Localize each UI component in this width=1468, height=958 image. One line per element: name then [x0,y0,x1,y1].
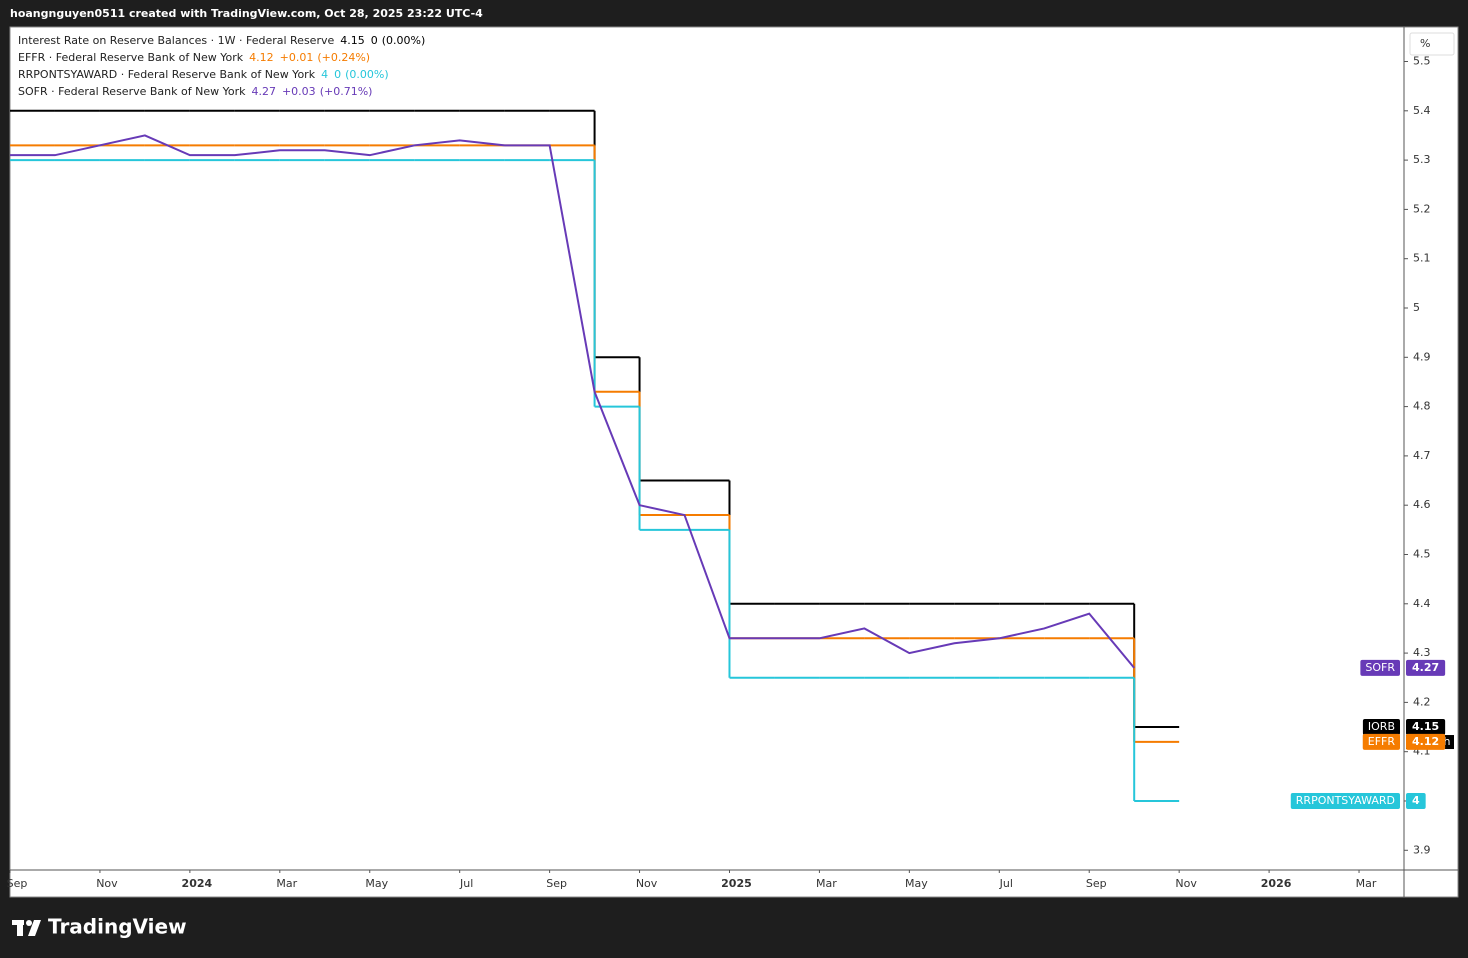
legend-change-pct: (+0.24%) [317,51,370,64]
x-tick-label: Nov [96,877,118,890]
y-tick-label: 4.5 [1413,547,1431,560]
legend-change-pct: (0.00%) [382,34,426,47]
legend-change-pct: (0.00%) [345,68,389,81]
legend-entry: Interest Rate on Reserve Balances · 1W ·… [18,34,425,47]
series-line [10,134,1135,669]
legend-entry: EFFR · Federal Reserve Bank of New York 4… [18,51,370,64]
badge-value: 4 [1412,794,1420,807]
plot [10,109,1180,802]
x-tick-label: 2026 [1261,877,1292,890]
badge-value-bg [1406,733,1446,750]
brand: TradingView [48,915,187,939]
legend-change: 0 [371,34,378,47]
y-tick-label: 4.6 [1413,498,1431,511]
badge-value: 4.12 [1412,735,1439,748]
x-tick-label: Mar [816,877,837,890]
y-tick-label: 5.2 [1413,202,1431,215]
x-tick-label: Nov [636,877,658,890]
x-tick-label: May [905,877,928,890]
chart-panel [9,26,1459,898]
legend-value: 4.15 [340,34,365,47]
badge-name: EFFR [1368,735,1396,748]
legend-change: +0.01 [280,51,314,64]
x-tick-label: 2024 [182,877,213,890]
x-tick-label: Mar [276,877,297,890]
badge-value-bg [1406,719,1446,736]
x-tick-label: Nov [1175,877,1197,890]
y-tick-label: 3.9 [1413,843,1431,856]
legend-value: 4 [321,68,328,81]
y-unit: % [1420,37,1430,50]
legend-name: Interest Rate on Reserve Balances · 1W ·… [18,34,334,47]
badge-name-bg [1362,733,1400,750]
y-tick-label: 5 [1413,301,1420,314]
y-tick-label: 4.9 [1413,350,1431,363]
x-tick-label: May [365,877,388,890]
header: hoangnguyen0511 created with TradingView… [10,7,483,20]
x-tick-label: 2025 [721,877,752,890]
y-tick-label: 5.5 [1413,55,1431,68]
logo [12,920,41,936]
badge-name: RRPONTSYAWARD [1296,794,1395,807]
unit-box [1409,32,1455,56]
badge-value: 4.15 [1412,720,1439,733]
badge-name: SOFR [1365,661,1395,674]
legend-name: RRPONTSYAWARD · Federal Reserve Bank of … [18,68,316,81]
legend-change-pct: (+0.71%) [320,85,373,98]
badge-name-bg [1290,792,1400,809]
legend-change: +0.03 [282,85,316,98]
legend-entry: RRPONTSYAWARD · Federal Reserve Bank of … [18,68,389,81]
y-tick-label: 4.2 [1413,695,1431,708]
x-tick-label: Mar [1356,877,1377,890]
legend-change: 0 [334,68,341,81]
x-tick-label: Jul [459,877,473,890]
y-tick-label: 5.3 [1413,153,1431,166]
y-tick-label: 4.3 [1413,646,1431,659]
legend-name: SOFR · Federal Reserve Bank of New York [18,85,246,98]
legend-value: 4.27 [251,85,276,98]
x-tick-label: Sep [546,877,567,890]
x-tick-label: Sep [1086,877,1107,890]
badge-name-bg [1362,719,1400,736]
y-tick-label: 5.1 [1413,252,1431,265]
legend-value: 4.12 [249,51,274,64]
y-tick-label: 4.7 [1413,449,1431,462]
badge-value-bg [1406,659,1446,676]
badge-name-bg [1360,659,1400,676]
y-tick-label: 4.4 [1413,597,1431,610]
x-tick-label: Jul [999,877,1013,890]
badge-value: 4.27 [1412,661,1439,674]
legend-entry: SOFR · Federal Reserve Bank of New York 4… [18,85,372,98]
x-tick-label: Sep [7,877,28,890]
y-tick-label: 4.8 [1413,400,1431,413]
badge-value-bg [1406,792,1426,809]
legend-name: EFFR · Federal Reserve Bank of New York [18,51,244,64]
y-tick-label: 5.4 [1413,104,1431,117]
badge-name: IORB [1368,720,1395,733]
